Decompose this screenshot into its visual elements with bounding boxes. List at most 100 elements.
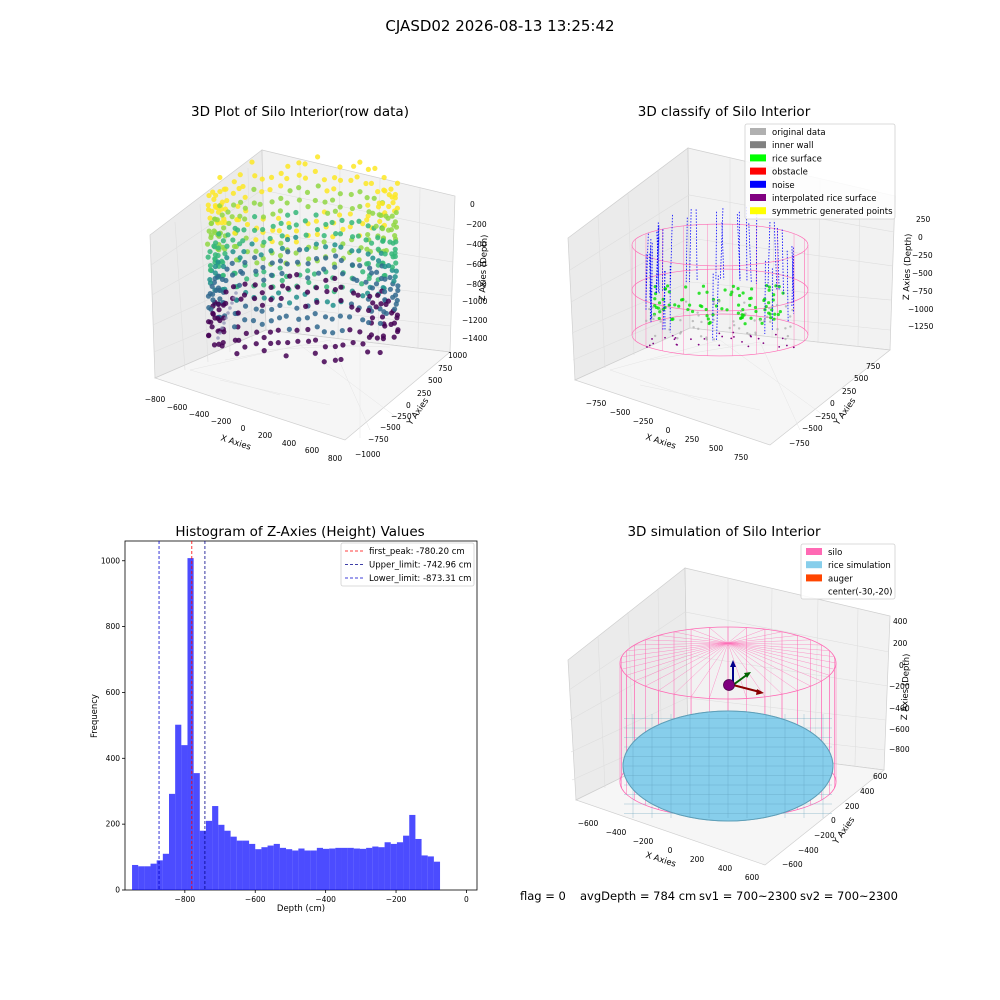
classify-legend: original data inner wall rice surface obsta… [744, 123, 896, 220]
sim-ztick: −800 [889, 745, 910, 754]
histogram-bar [323, 848, 330, 890]
sim-xtick: −600 [578, 819, 599, 828]
histogram-bar [267, 845, 274, 890]
sim-ytick: −400 [798, 846, 819, 855]
legend-swatch [806, 574, 822, 582]
panel-classify-z-ticks: 250 0 −250 −500 −750 −1000 −1250 [908, 215, 934, 331]
histogram-ytick-label: 200 [106, 820, 121, 829]
cls-xtick: 0 [666, 426, 671, 435]
histogram-bar [224, 830, 231, 890]
raw-ztick: −800 [466, 280, 487, 289]
raw-ytick: −250 [391, 412, 412, 421]
panel-classify-3d: 3D classify of Silo Interior −750 −500 −… [567, 104, 934, 462]
raw-ztick: −200 [466, 220, 487, 229]
raw-xtick: −600 [167, 403, 188, 412]
rice-simulation-surface [622, 710, 834, 822]
raw-ztick: 0 [470, 200, 475, 209]
histogram-xtick-label: −400 [315, 895, 336, 904]
histogram-bar [162, 853, 169, 890]
sim-ztick: 200 [893, 639, 908, 648]
histogram-bar [366, 847, 373, 890]
histogram-xtick-label: −200 [386, 895, 407, 904]
status-flag: flag = 0 [520, 889, 566, 903]
histogram-bar [335, 847, 342, 890]
cls-ytick: −750 [789, 439, 810, 448]
histogram-bar [255, 849, 262, 890]
histogram-xlabel: Depth (cm) [277, 904, 325, 914]
raw-ztick: −400 [466, 240, 487, 249]
raw-ztick: −1200 [462, 316, 488, 325]
histogram-bar [205, 820, 213, 890]
histogram-bar [409, 814, 416, 890]
histogram-bar [298, 848, 305, 890]
sim-xtick: −200 [633, 837, 654, 846]
legend-label: interpolated rice surface [772, 194, 877, 204]
histogram-ytick-label: 400 [106, 754, 121, 763]
histogram-bar [249, 843, 256, 890]
raw-ytick: 250 [417, 389, 432, 398]
histogram-axes: −800 −600 −400 −200 0 0 200 400 600 800 1000 [101, 556, 469, 904]
sim-zlabel: Z Axies (Depth) [900, 653, 912, 720]
legend-label: symmetric generated points [772, 207, 893, 217]
raw-point-cloud [204, 154, 401, 365]
sim-ztick: 0 [899, 661, 904, 670]
histogram-bar [199, 830, 206, 890]
histogram-legend-label: first_peak: -780.20 cm [369, 547, 465, 557]
histogram-legend: first_peak: -780.20 cm Upper_limit: -742.… [340, 542, 475, 587]
legend-swatch [750, 128, 766, 135]
histogram-bar [433, 861, 441, 890]
histogram-bar [359, 848, 367, 890]
sim-xtick: −400 [606, 828, 627, 837]
cls-ytick: 250 [842, 387, 857, 396]
raw-zlabel: Z Axies (Depth) [478, 234, 490, 301]
histogram-bar [396, 842, 404, 890]
panel-raw-z-ticks: 0 −200 −400 −600 −800 −1000 −1200 −1400 [462, 200, 488, 343]
panel-classify-y-ticks: 750 500 250 0 −250 −500 −750 [789, 362, 881, 448]
raw-ztick: −600 [466, 260, 487, 269]
legend-swatch [750, 167, 766, 175]
simulation-legend: silo rice simulation auger center(-30,-20) [800, 543, 896, 600]
raw-ytick: −750 [368, 435, 389, 444]
legend-label: inner wall [772, 141, 813, 151]
legend-swatch [750, 194, 766, 201]
status-sv2: sv2 = 700~2300 [800, 889, 898, 903]
raw-xlabel: X Axies [219, 433, 252, 452]
histogram-ytick-label: 1000 [101, 556, 120, 565]
legend-swatch [750, 154, 766, 162]
sim-xtick: 400 [718, 864, 733, 873]
histogram-bar [329, 848, 336, 890]
histogram-bar [421, 855, 428, 890]
sim-xtick: 200 [690, 855, 705, 864]
sim-ytick: 0 [831, 816, 836, 825]
cls-ytick: −250 [815, 412, 836, 421]
raw-xtick: 600 [305, 446, 320, 455]
cls-ztick: −500 [912, 269, 933, 278]
histogram-bar [261, 847, 268, 890]
cls-ztick: −1250 [908, 322, 934, 331]
histogram-bar [175, 724, 182, 890]
legend-swatch [750, 207, 766, 215]
histogram-legend-label: Upper_limit: -742.96 cm [369, 561, 472, 571]
panel-classify-x-ticks: −750 −500 −250 0 250 500 750 [586, 399, 749, 462]
panel-simulation-3d: 3D simulation of Silo Interior −600 −400… [567, 524, 912, 882]
histogram-bar [378, 847, 385, 890]
figure-suptitle: CJASD02 2026-08-13 13:25:42 [385, 17, 614, 35]
sim-xtick: 0 [668, 846, 673, 855]
status-footer: flag = 0 avgDepth = 784 cm sv1 = 700~230… [520, 889, 898, 903]
sim-xlabel: X Axies [644, 850, 677, 869]
panel-simulation-title: 3D simulation of Silo Interior [627, 524, 821, 540]
legend-label: rice simulation [828, 561, 891, 571]
classified-point-cloud [631, 206, 809, 357]
raw-ztick: −1000 [462, 297, 488, 306]
histogram-ytick-label: 0 [115, 886, 120, 895]
raw-ytick: 1000 [448, 351, 467, 360]
legend-swatch [806, 548, 822, 555]
histogram-xtick-label: 0 [464, 895, 469, 904]
cls-ytick: 0 [830, 399, 835, 408]
histogram-bar [403, 835, 410, 890]
cls-ytick: 750 [866, 362, 881, 371]
histogram-bar [353, 848, 360, 890]
raw-xtick: 400 [282, 439, 297, 448]
status-avg-depth: avgDepth = 784 cm [580, 889, 696, 903]
